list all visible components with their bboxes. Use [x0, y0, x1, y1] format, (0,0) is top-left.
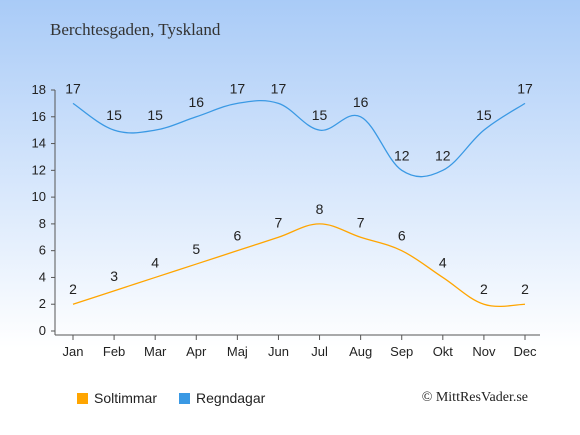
data-label-regndagar: 16	[188, 94, 204, 110]
data-label-regndagar: 12	[435, 147, 451, 163]
data-label-soltimmar: 4	[439, 254, 447, 270]
x-tick-label: Dec	[513, 344, 537, 359]
y-tick-label: 18	[32, 82, 46, 97]
x-tick-label: Jan	[63, 344, 84, 359]
y-tick-label: 8	[39, 216, 46, 231]
data-label-regndagar: 17	[65, 80, 81, 96]
data-label-regndagar: 15	[147, 107, 163, 123]
data-label-soltimmar: 6	[398, 228, 406, 244]
data-label-soltimmar: 6	[233, 228, 241, 244]
data-label-soltimmar: 5	[192, 241, 200, 257]
legend-item-regndagar: Regndagar	[179, 390, 265, 406]
y-tick-label: 6	[39, 243, 46, 258]
y-tick-label: 10	[32, 189, 46, 204]
x-tick-label: Sep	[390, 344, 413, 359]
data-label-regndagar: 17	[517, 80, 533, 96]
y-tick-label: 14	[32, 136, 46, 151]
data-label-regndagar: 12	[394, 147, 410, 163]
series-line-soltimmar	[72, 223, 526, 307]
data-label-soltimmar: 2	[480, 281, 488, 297]
data-label-regndagar: 17	[230, 80, 246, 96]
x-tick-label: Okt	[433, 344, 454, 359]
data-label-soltimmar: 2	[521, 281, 529, 297]
x-tick-label: Maj	[227, 344, 248, 359]
x-tick-label: Nov	[472, 344, 496, 359]
data-label-soltimmar: 4	[151, 254, 159, 270]
data-label-regndagar: 15	[476, 107, 492, 123]
data-label-soltimmar: 3	[110, 268, 118, 284]
chart-title: Berchtesgaden, Tyskland	[50, 20, 221, 39]
data-label-regndagar: 16	[353, 94, 369, 110]
legend-label-soltimmar: Soltimmar	[94, 390, 158, 406]
x-tick-label: Aug	[349, 344, 372, 359]
legend-swatch-soltimmar	[77, 392, 88, 404]
legend-item-soltimmar: Soltimmar	[77, 390, 157, 406]
x-tick-label: Jul	[311, 344, 328, 359]
x-tick-label: Apr	[186, 344, 207, 359]
y-tick-label: 12	[32, 162, 46, 177]
x-tick-label: Jun	[268, 344, 289, 359]
data-label-regndagar: 17	[271, 80, 287, 96]
y-tick-label: 0	[39, 323, 46, 338]
data-label-soltimmar: 8	[316, 201, 324, 217]
legend-swatch-regndagar	[179, 392, 191, 404]
y-tick-label: 4	[39, 269, 46, 284]
data-label-soltimmar: 7	[357, 214, 365, 230]
x-tick-label: Feb	[103, 344, 125, 359]
data-label-regndagar: 15	[106, 107, 122, 123]
data-label-soltimmar: 2	[69, 281, 77, 297]
y-tick-label: 16	[32, 109, 46, 124]
site-credit: © MittResVader.se	[421, 390, 528, 405]
data-label-soltimmar: 7	[275, 214, 283, 230]
legend: Soltimmar Regndagar	[77, 390, 287, 406]
data-label-regndagar: 15	[312, 107, 328, 123]
legend-label-regndagar: Regndagar	[196, 390, 266, 406]
series-line-regndagar	[72, 99, 526, 178]
y-tick-label: 2	[39, 296, 46, 311]
x-tick-label: Mar	[144, 344, 167, 359]
